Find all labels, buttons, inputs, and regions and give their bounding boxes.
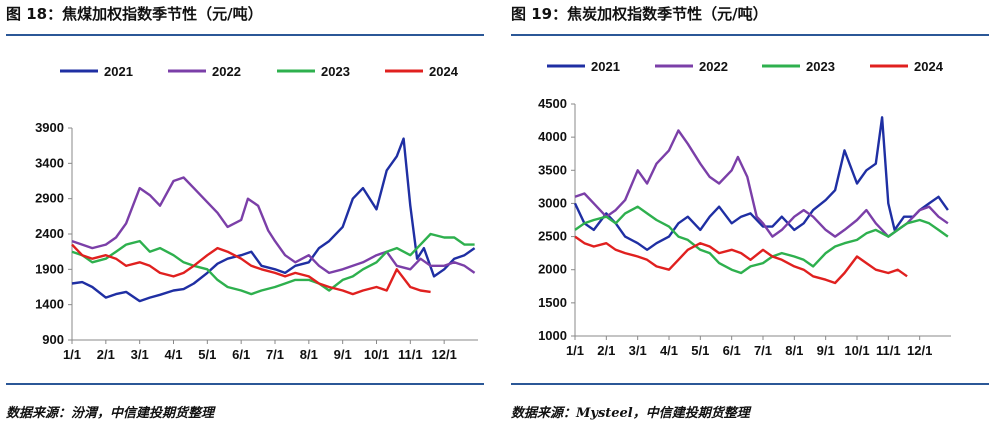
legend-label-2022: 2022 [699,59,728,74]
legend-label-2023: 2023 [321,64,350,79]
legend-label-2023: 2023 [806,59,835,74]
x-tick-label: 3/1 [131,347,149,362]
legend-label-2021: 2021 [104,64,133,79]
x-tick-label: 2/1 [597,343,615,358]
x-tick-label: 4/1 [660,343,678,358]
y-tick-label: 3400 [35,155,64,170]
y-tick-label: 1500 [538,295,567,310]
y-tick-label: 4000 [538,129,567,144]
figure-18: 图 18：焦煤加权指数季节性（元/吨） 900 1400 1900 2400 2900 3… [0,0,490,429]
y-tick-label: 3900 [35,120,64,135]
x-tick-label: 10/1 [364,347,389,362]
x-tick-label: 5/1 [691,343,709,358]
y-tick-label: 1900 [35,261,64,276]
y-tick-label: 1000 [538,328,567,343]
x-tick-label: 1/1 [63,347,81,362]
coke-seasonality-chart: 1000 1500 2000 2500 3000 3500 4000 4500 1/1 2/1 3/… [538,59,951,358]
y-tick-label: 2400 [35,226,64,241]
bottom-rule [6,383,484,385]
y-tick-label: 900 [42,332,64,347]
x-tick-label: 9/1 [817,343,835,358]
top-rule [511,34,989,36]
x-tick-label: 5/1 [198,347,216,362]
y-tick-label: 3500 [538,162,567,177]
x-tick-label: 6/1 [232,347,250,362]
top-rule [6,34,484,36]
y-tick-label: 1400 [35,297,64,312]
series-line-2023 [574,205,949,275]
y-tick-label: 3000 [538,195,567,210]
series-line-2021 [71,137,476,303]
series-line-2023 [71,232,475,296]
source-note: 数据来源：汾渭，中信建投期货整理 [6,406,215,421]
x-tick-label: 3/1 [629,343,647,358]
figure-title: 图 18：焦煤加权指数季节性（元/吨） [6,5,263,23]
x-tick-label: 8/1 [300,347,318,362]
x-tick-label: 10/1 [844,343,869,358]
x-tick-label: 8/1 [785,343,803,358]
series-line-2024 [574,235,908,285]
legend-label-2021: 2021 [591,59,620,74]
x-tick-label: 2/1 [97,347,115,362]
series-line-2022 [71,176,476,275]
x-tick-label: 12/1 [907,343,932,358]
series-line-2021 [573,116,949,251]
x-tick-label: 7/1 [266,347,284,362]
bottom-rule [511,383,989,385]
figure-title: 图 19：焦炭加权指数季节性（元/吨） [511,5,768,23]
coking-coal-seasonality-chart: 900 1400 1900 2400 2900 3400 3900 1/1 2/1 3/1 4/1 5… [35,64,478,362]
figure-19: 图 19：焦炭加权指数季节性（元/吨） 1000 1500 2000 2500 3000… [505,0,996,429]
legend-label-2024: 2024 [914,59,944,74]
x-tick-label: 1/1 [566,343,584,358]
series-line-2024 [71,243,431,296]
y-tick-label: 2900 [35,191,64,206]
x-tick-label: 4/1 [164,347,182,362]
y-tick-label: 4500 [538,96,567,111]
source-note: 数据来源：Mysteel，中信建投期货整理 [511,406,750,421]
y-tick-label: 2000 [538,262,567,277]
x-tick-label: 9/1 [334,347,352,362]
x-tick-label: 11/1 [398,347,423,362]
y-tick-label: 2500 [538,229,567,244]
legend-label-2024: 2024 [429,64,459,79]
x-tick-label: 12/1 [432,347,457,362]
x-tick-label: 6/1 [723,343,741,358]
x-tick-label: 7/1 [754,343,772,358]
x-tick-label: 11/1 [876,343,901,358]
legend-label-2022: 2022 [212,64,241,79]
